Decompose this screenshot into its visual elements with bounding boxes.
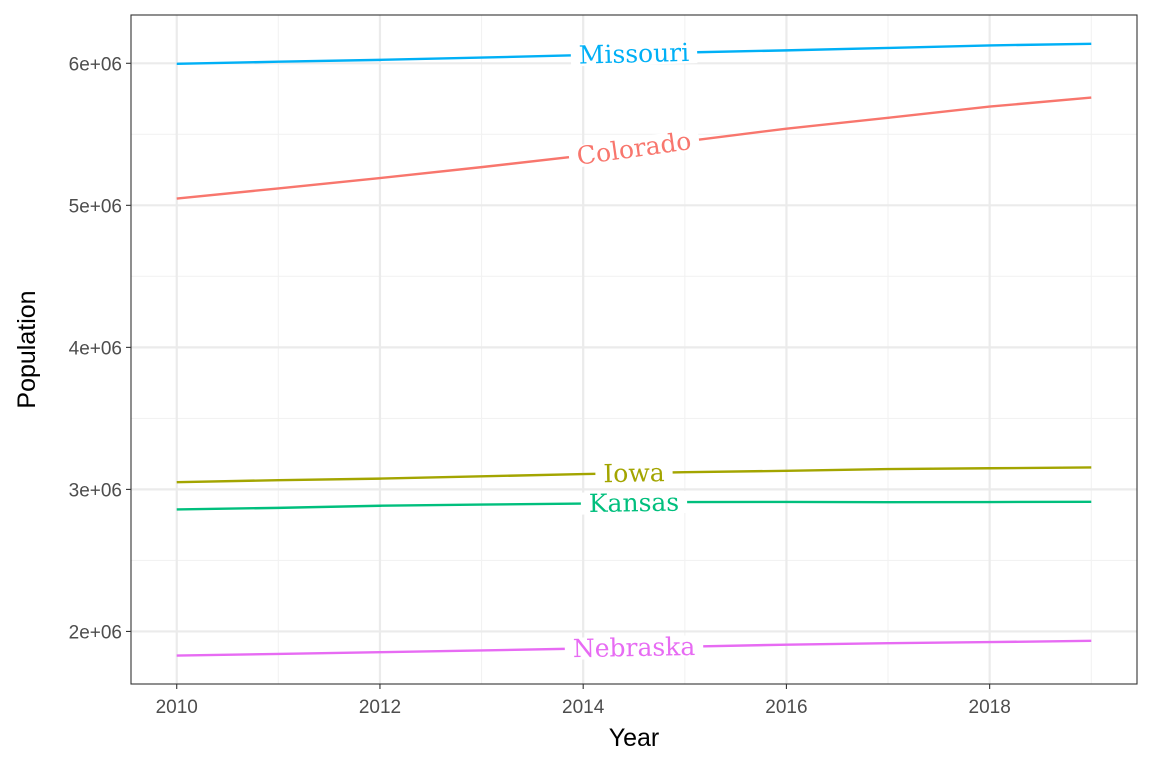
plot-border (130, 14, 1138, 685)
y-axis-title: Population (13, 290, 41, 408)
y-tick-label: 2e+06 (69, 622, 122, 643)
series-label-group-nebraska: Nebraska (564, 632, 704, 663)
series-label-background (567, 128, 701, 169)
y-tick-label: 3e+06 (69, 480, 122, 501)
grid-lines (131, 15, 1137, 684)
plot-background (131, 15, 1137, 684)
series-label-background (580, 491, 688, 515)
series-label-group-kansas: Kansas (580, 488, 688, 518)
series-label-nebraska: Nebraska (573, 632, 696, 663)
axes: 2010 2012 2014 2016 2018 2e+06 3e+06 4e+06 5e+06… (69, 54, 1011, 718)
x-tick-label: 2016 (765, 697, 807, 718)
series-label-group-iowa: Iowa (595, 458, 673, 488)
series-label-background (570, 41, 698, 67)
x-tick-label: 2018 (969, 697, 1011, 718)
x-axis-title: Year (609, 724, 660, 752)
y-tick-label: 4e+06 (69, 338, 122, 359)
x-tick-label: 2014 (562, 697, 605, 718)
y-tick-label: 5e+06 (69, 196, 122, 217)
series-label-missouri: Missouri (578, 38, 689, 70)
series-label-iowa: Iowa (603, 458, 665, 488)
series-label-background (595, 461, 673, 485)
y-tick-label: 6e+06 (69, 54, 122, 75)
series-label-group-missouri: Missouri (570, 38, 698, 70)
x-tick-label: 2012 (359, 697, 401, 718)
series-label-kansas: Kansas (589, 488, 680, 518)
series-label-background (564, 635, 704, 660)
x-tick-label: 2010 (156, 697, 198, 718)
